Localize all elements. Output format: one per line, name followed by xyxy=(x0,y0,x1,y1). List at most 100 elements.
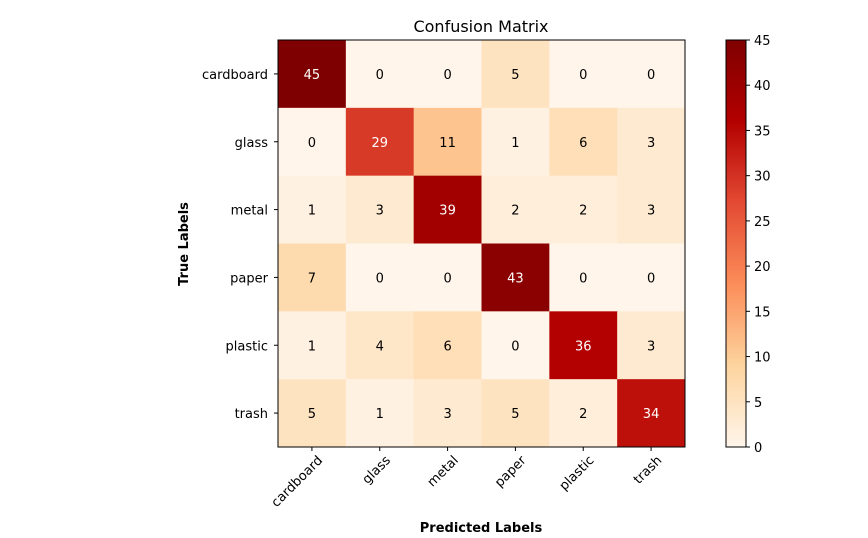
heatmap-cell xyxy=(549,40,618,109)
cell-value-label: 0 xyxy=(647,68,655,83)
cell-value-label: 43 xyxy=(507,271,524,286)
cell-value-label: 6 xyxy=(579,136,587,151)
x-axis-ticks: cardboard glass metal paper plastic trash xyxy=(269,447,665,511)
x-tick-label: plastic xyxy=(557,453,598,494)
heatmap-cell xyxy=(345,311,415,380)
y-tick-label: plastic xyxy=(226,339,268,354)
colorbar xyxy=(725,39,747,448)
heatmap-cell xyxy=(345,243,415,312)
heatmap-cell xyxy=(617,40,686,109)
cell-value-label: 45 xyxy=(304,68,321,83)
cell-value-label: 3 xyxy=(647,136,655,151)
cell-value-label: 11 xyxy=(439,136,456,151)
colorbar-tick-label: 10 xyxy=(754,351,771,366)
colorbar-tick-label: 5 xyxy=(754,396,762,411)
cell-value-label: 3 xyxy=(376,204,384,219)
cell-value-label: 39 xyxy=(439,204,456,219)
heatmap-cell xyxy=(549,311,618,380)
colorbar-tick-label: 15 xyxy=(754,305,771,320)
heatmap-cell xyxy=(413,311,482,380)
heatmap-cell xyxy=(617,175,686,244)
heatmap-frame xyxy=(277,39,686,448)
heatmap-cell xyxy=(481,107,550,177)
heatmap-cell xyxy=(345,379,415,448)
heatmap-cell xyxy=(617,379,686,448)
colorbar-tick-label: 25 xyxy=(754,215,771,230)
x-tick-label: metal xyxy=(425,453,462,490)
cell-value-label: 5 xyxy=(511,407,519,422)
cell-value-label: 3 xyxy=(647,204,655,219)
chart-title: Confusion Matrix xyxy=(413,17,548,36)
heatmap-cell xyxy=(413,379,482,448)
cell-value-label: 7 xyxy=(308,271,316,286)
cell-value-label: 1 xyxy=(376,407,384,422)
cell-value-label: 5 xyxy=(308,407,316,422)
cell-value-label: 2 xyxy=(579,204,587,219)
heatmap-cell xyxy=(278,243,347,312)
heatmap-cell xyxy=(278,311,347,380)
colorbar-tick-label: 30 xyxy=(754,170,771,185)
heatmap-cell xyxy=(617,107,686,177)
colorbar-tick-label: 20 xyxy=(754,260,771,275)
x-tick-label: trash xyxy=(631,453,665,487)
heatmap-cell xyxy=(278,107,347,177)
cell-value-label: 2 xyxy=(579,407,587,422)
cell-value-label: 29 xyxy=(371,136,388,151)
colorbar-tick-label: 35 xyxy=(754,124,771,139)
heatmap-cell xyxy=(278,379,347,448)
heatmap-cell xyxy=(481,311,550,380)
cell-value-label: 4 xyxy=(376,339,384,354)
heatmap-cell xyxy=(549,107,618,177)
cell-value-label: 0 xyxy=(511,339,519,354)
heatmap-cell xyxy=(617,311,686,380)
heatmap-cell xyxy=(278,175,347,244)
cell-value-label: 3 xyxy=(443,407,451,422)
heatmap-cell xyxy=(481,243,550,312)
heatmap-cell xyxy=(278,40,347,109)
cell-value-label: 1 xyxy=(308,339,316,354)
cell-value-label: 0 xyxy=(443,68,451,83)
heatmap-cell xyxy=(413,175,482,244)
cell-value-label: 0 xyxy=(647,271,655,286)
cell-value-label: 1 xyxy=(308,204,316,219)
heatmap-cell xyxy=(481,379,550,448)
heatmap-cell xyxy=(413,243,482,312)
cell-value-label: 2 xyxy=(511,204,519,219)
cell-value-label: 5 xyxy=(511,68,519,83)
cell-value-label: 0 xyxy=(579,271,587,286)
heatmap-cell xyxy=(549,379,618,448)
cell-value-label: 0 xyxy=(376,271,384,286)
y-tick-label: glass xyxy=(235,136,269,151)
x-axis-label: Predicted Labels xyxy=(420,521,543,536)
cell-value-label: 36 xyxy=(575,339,592,354)
cell-value-label: 1 xyxy=(511,136,519,151)
heatmap-cell xyxy=(345,175,415,244)
heatmap-cell xyxy=(413,40,482,109)
colorbar-ticks: 0 5 10 15 20 25 30 35 40 45 xyxy=(746,34,771,456)
colorbar-tick-label: 40 xyxy=(754,79,771,94)
y-axis-ticks: cardboard glass metal paper plastic trash xyxy=(202,68,278,422)
heatmap-cell xyxy=(549,175,618,244)
cell-value-label: 0 xyxy=(443,271,451,286)
cell-value-label: 34 xyxy=(643,407,660,422)
heatmap-cell xyxy=(549,243,618,312)
y-tick-label: trash xyxy=(235,407,268,422)
heatmap-cell xyxy=(617,243,686,312)
y-tick-label: cardboard xyxy=(202,68,268,83)
cell-value-label: 0 xyxy=(376,68,384,83)
x-tick-label: paper xyxy=(492,453,530,491)
colorbar-tick-label: 45 xyxy=(754,34,771,49)
y-tick-label: paper xyxy=(230,271,268,286)
heatmap-cells: 45 0 0 5 0 00 29 11 1 6 31 3 39 2 2 37 0 0 43 0 01 4 6 0 36 35 1 3 5… xyxy=(278,40,686,448)
colorbar-tick-label: 0 xyxy=(754,441,762,456)
cell-value-label: 6 xyxy=(443,339,451,354)
heatmap-cell xyxy=(481,40,550,109)
heatmap-cell xyxy=(345,40,415,109)
heatmap-cell xyxy=(345,107,415,177)
y-tick-label: metal xyxy=(231,204,268,219)
x-tick-label: glass xyxy=(360,453,394,487)
cell-value-label: 0 xyxy=(579,68,587,83)
cell-value-label: 0 xyxy=(308,136,316,151)
cell-value-label: 3 xyxy=(647,339,655,354)
